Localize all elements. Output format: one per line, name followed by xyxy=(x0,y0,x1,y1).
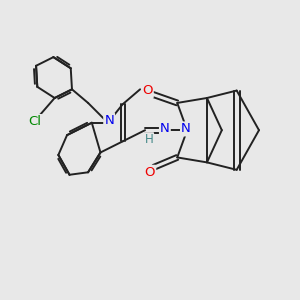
Text: H: H xyxy=(144,133,153,146)
Text: N: N xyxy=(160,122,170,135)
Text: O: O xyxy=(142,84,153,97)
Text: N: N xyxy=(104,114,114,127)
Text: Cl: Cl xyxy=(28,115,41,128)
Text: N: N xyxy=(181,122,191,135)
Text: O: O xyxy=(145,166,155,179)
